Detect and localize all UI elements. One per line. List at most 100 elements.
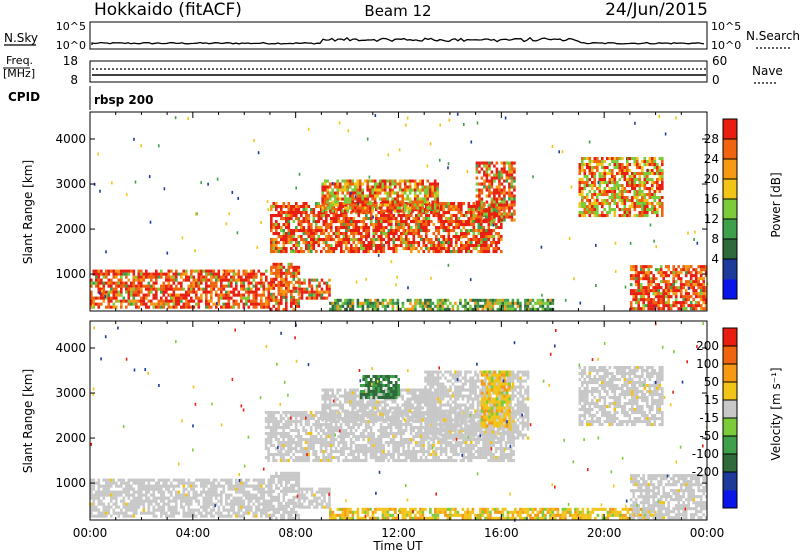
data-cell bbox=[482, 247, 486, 251]
data-cell bbox=[631, 202, 634, 206]
data-cell bbox=[98, 284, 101, 288]
data-cell bbox=[257, 484, 261, 488]
data-cell bbox=[456, 307, 460, 311]
data-cell bbox=[402, 241, 406, 245]
data-cell bbox=[167, 275, 171, 279]
data-cell bbox=[277, 232, 281, 236]
data-cell bbox=[387, 217, 391, 221]
data-cell bbox=[490, 212, 494, 216]
data-cell bbox=[508, 176, 511, 180]
data-cell bbox=[97, 275, 101, 279]
data-cell bbox=[450, 229, 453, 233]
data-cell bbox=[603, 187, 607, 191]
data-cell bbox=[371, 206, 374, 210]
data-cell bbox=[500, 250, 503, 254]
data-cell bbox=[295, 250, 298, 254]
data-cell bbox=[674, 286, 678, 290]
data-cell bbox=[230, 290, 233, 294]
data-cell bbox=[315, 226, 318, 230]
data-cell bbox=[367, 244, 371, 248]
data-cell bbox=[297, 223, 301, 227]
data-cell bbox=[593, 160, 597, 164]
data-cell bbox=[185, 502, 188, 506]
data-cell bbox=[190, 284, 193, 288]
data-cell bbox=[142, 508, 146, 512]
data-cell bbox=[447, 263, 450, 267]
data-cell bbox=[648, 160, 652, 164]
data-cell bbox=[482, 226, 486, 230]
data-cell bbox=[145, 269, 148, 273]
data-cell bbox=[618, 178, 622, 182]
data-cell bbox=[343, 194, 347, 198]
data-cell bbox=[601, 193, 604, 197]
data-cell bbox=[235, 484, 238, 488]
data-cell bbox=[225, 272, 228, 276]
data-cell bbox=[162, 290, 166, 294]
data-cell bbox=[401, 304, 405, 308]
data-cell bbox=[287, 262, 291, 266]
data-cell bbox=[485, 179, 489, 183]
data-cell bbox=[175, 499, 178, 503]
data-cell bbox=[436, 188, 439, 192]
data-cell bbox=[287, 426, 290, 430]
data-cell bbox=[277, 307, 281, 311]
data-cell bbox=[658, 166, 662, 170]
data-cell bbox=[298, 290, 301, 294]
data-cell bbox=[659, 274, 663, 278]
data-cell bbox=[320, 502, 324, 506]
data-cell bbox=[105, 272, 108, 276]
data-cell bbox=[165, 511, 168, 515]
data-cell bbox=[341, 197, 344, 201]
data-cell bbox=[648, 157, 652, 161]
data-cell bbox=[621, 166, 624, 170]
data-cell bbox=[642, 277, 645, 281]
data-cell bbox=[380, 241, 383, 245]
data-cell bbox=[637, 274, 640, 278]
nsky-bottom-tick: 10^0 bbox=[56, 39, 86, 52]
data-cell bbox=[657, 298, 660, 302]
data-cell bbox=[222, 275, 226, 279]
data-cell bbox=[633, 208, 637, 212]
data-cell bbox=[395, 226, 398, 230]
data-cell bbox=[255, 508, 258, 512]
data-cell bbox=[337, 208, 341, 212]
data-cell bbox=[397, 244, 401, 248]
data-cell bbox=[510, 200, 514, 204]
data-cell bbox=[177, 481, 181, 485]
data-cell bbox=[377, 226, 381, 230]
data-cell bbox=[282, 507, 286, 511]
data-cell bbox=[380, 238, 383, 242]
data-cell bbox=[583, 196, 587, 200]
data-cell bbox=[290, 214, 293, 218]
data-cell bbox=[495, 206, 499, 210]
data-cell bbox=[503, 215, 506, 219]
data-cell bbox=[363, 197, 367, 201]
data-cell bbox=[431, 194, 434, 198]
data-cell bbox=[220, 278, 223, 282]
data-cell bbox=[92, 281, 96, 285]
data-cell bbox=[355, 223, 358, 227]
data-cell bbox=[115, 296, 118, 300]
data-cell bbox=[235, 281, 238, 285]
data-cell bbox=[387, 238, 391, 242]
data-cell bbox=[295, 238, 298, 242]
data-cell bbox=[270, 229, 273, 233]
data-cell bbox=[378, 179, 382, 183]
data-cell bbox=[302, 202, 306, 206]
data-cell bbox=[180, 296, 183, 300]
data-cell bbox=[342, 238, 346, 242]
data-cell bbox=[524, 304, 527, 308]
data-cell bbox=[400, 244, 403, 248]
data-cell bbox=[97, 272, 101, 276]
data-cell bbox=[289, 447, 293, 451]
data-cell bbox=[315, 496, 319, 500]
data-cell bbox=[593, 199, 597, 203]
data-cell bbox=[297, 217, 300, 221]
data-cell bbox=[664, 280, 668, 284]
data-cell bbox=[282, 283, 286, 287]
data-cell bbox=[661, 181, 664, 185]
data-cell bbox=[255, 299, 258, 303]
data-cell bbox=[107, 302, 111, 306]
data-cell bbox=[303, 287, 306, 291]
data-cell bbox=[290, 304, 293, 308]
